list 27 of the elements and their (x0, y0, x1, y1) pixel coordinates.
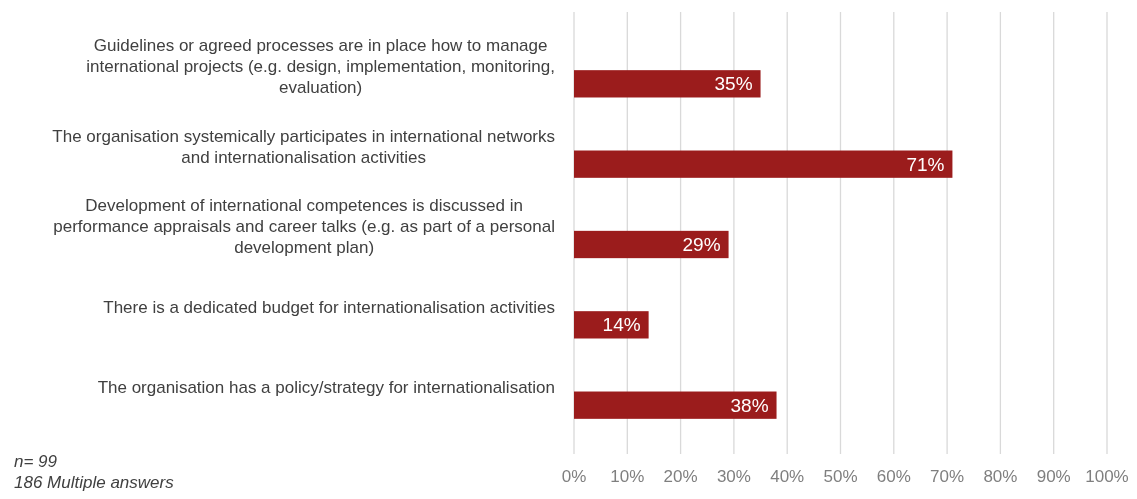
text: n= 99 (14, 452, 58, 471)
x-tick-label: 30% (716, 467, 751, 486)
data-label: 35% (714, 73, 753, 95)
x-tick-label: 10% (610, 467, 645, 486)
bar (574, 230, 729, 259)
x-tick-label: 70% (930, 467, 965, 486)
x-tick-label: 40% (770, 467, 805, 486)
bar (574, 150, 953, 178)
x-tick-label: 80% (983, 467, 1018, 486)
data-label: 71% (906, 153, 945, 175)
x-tick-label: 100% (1085, 467, 1129, 486)
data-label: 38% (730, 394, 769, 416)
data-label: 29% (682, 234, 721, 256)
y-tick-label: The organisation systemically participates in international networks and internationalisation activities (52, 126, 555, 167)
y-tick-label: Development of international competences is discussed in performance appraisals and career talks (e.g. as part of a personal development plan) (53, 196, 555, 258)
x-tick-label: 90% (1036, 467, 1071, 486)
bar (574, 391, 777, 419)
y-tick-label: Guidelines or agreed processes are in place how to manage international projects (e.g. design, implementation, monitoring, evaluation) (86, 35, 555, 97)
x-tick-label: 0% (561, 467, 587, 486)
x-tick-label: 60% (876, 467, 911, 486)
x-tick-label: 50% (823, 467, 858, 486)
y-tick-label: There is a dedicated budget for internationalisation activities (103, 297, 555, 317)
data-label: 14% (602, 314, 641, 336)
x-tick-label: 20% (663, 467, 698, 486)
text: 186 Multiple answers (14, 473, 175, 492)
bar (574, 70, 761, 98)
y-tick-label: The organisation has a policy/strategy for internationalisation (97, 378, 555, 398)
